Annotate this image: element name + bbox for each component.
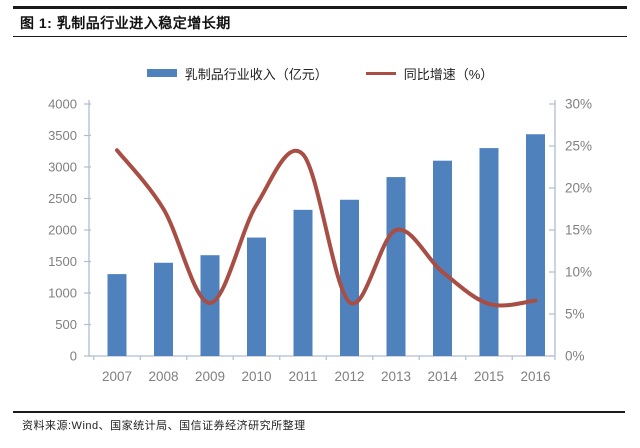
- x-axis-category-label: 2013: [381, 369, 411, 384]
- legend-item-growth: 同比增速（%）: [365, 64, 494, 83]
- revenue-bar-2013: [386, 177, 406, 356]
- legend-label-revenue: 乳制品行业收入（亿元）: [184, 66, 328, 82]
- top-divider: [13, 6, 627, 9]
- left-axis-tick-label: 1000: [48, 286, 77, 301]
- x-axis-category-label: 2011: [288, 369, 317, 384]
- revenue-bar-2011: [293, 209, 313, 356]
- left-axis-tick-label: 0: [70, 349, 77, 364]
- line-series-swatch-icon: [365, 71, 396, 75]
- revenue-bar-2007: [107, 274, 127, 356]
- revenue-bar-2014: [433, 160, 452, 356]
- left-axis-tick-label: 3500: [48, 128, 77, 143]
- left-axis-tick-label: 2500: [48, 191, 77, 206]
- x-axis-category-label: 2014: [427, 369, 458, 384]
- right-axis-tick-label: 0%: [565, 349, 585, 364]
- left-axis-tick-label: 2000: [48, 223, 77, 238]
- revenue-bar-2016: [526, 134, 545, 356]
- revenue-bar-2015: [479, 148, 499, 356]
- title-divider: [13, 36, 627, 38]
- footer-divider: [13, 411, 625, 413]
- bar-series-swatch-icon: [146, 69, 177, 77]
- revenue-bar-2008: [154, 262, 173, 356]
- chart-legend: 乳制品行业收入（亿元） 同比增速（%）: [0, 62, 640, 84]
- x-axis-category-label: 2016: [520, 369, 550, 384]
- growth-rate-line: [115, 148, 538, 308]
- left-axis-tick-label: 3000: [48, 160, 77, 175]
- legend-item-revenue: 乳制品行业收入（亿元）: [146, 64, 328, 83]
- left-axis-tick-label: 1500: [48, 254, 77, 269]
- left-axis-tick-label: 4000: [48, 97, 77, 112]
- right-axis-tick-label: 25%: [565, 139, 592, 154]
- x-axis-category-label: 2012: [334, 369, 364, 384]
- right-axis-tick-label: 20%: [565, 181, 592, 196]
- right-axis-tick-label: 10%: [565, 265, 592, 280]
- revenue-bar-2010: [247, 237, 266, 356]
- x-axis-category-label: 2015: [474, 369, 504, 384]
- x-axis-category-label: 2007: [102, 369, 132, 384]
- x-axis-category-label: 2010: [241, 369, 271, 384]
- figure-title: 图 1: 乳制品行业进入稳定增长期: [20, 15, 231, 31]
- left-axis-tick-label: 500: [55, 317, 77, 332]
- x-axis-category-label: 2009: [195, 369, 225, 384]
- right-axis-tick-label: 30%: [565, 97, 592, 112]
- source-note: 资料来源:Wind、国家统计局、国信证券经济研究所整理: [22, 420, 306, 432]
- right-axis-tick-label: 15%: [565, 223, 592, 238]
- x-axis-category-label: 2008: [148, 369, 178, 384]
- revenue-bar-2012: [340, 199, 359, 356]
- revenue-bar-2009: [200, 255, 220, 356]
- right-axis-tick-label: 5%: [565, 307, 585, 322]
- legend-label-growth: 同比增速（%）: [403, 66, 494, 82]
